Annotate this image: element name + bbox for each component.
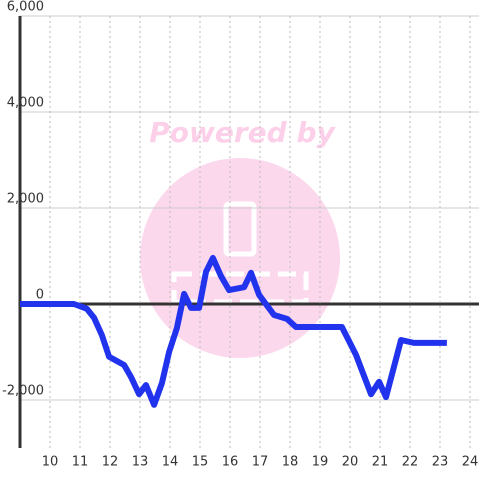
logo-word xyxy=(171,271,309,305)
x-tick-label: 19 xyxy=(312,455,329,470)
y-tick-label: 0 xyxy=(36,288,44,303)
x-tick-label: 11 xyxy=(72,455,89,470)
y-tick-label: 2,000 xyxy=(7,192,44,207)
x-tick-label: 15 xyxy=(192,455,209,470)
logo-icon xyxy=(223,201,257,257)
x-tick-label: 23 xyxy=(432,455,449,470)
x-tick-label: 22 xyxy=(402,455,419,470)
x-tick-label: 10 xyxy=(42,455,59,470)
x-tick-label: 17 xyxy=(252,455,269,470)
x-tick-label: 14 xyxy=(162,455,179,470)
x-tick-label: 16 xyxy=(222,455,239,470)
watermark-text: Powered by xyxy=(149,116,336,149)
x-tick-label: 24 xyxy=(462,455,479,470)
data-line xyxy=(20,254,447,408)
x-tick-label: 13 xyxy=(132,455,149,470)
x-tick-label: 21 xyxy=(372,455,389,470)
x-tick-label: 18 xyxy=(282,455,299,470)
x-tick-label: 12 xyxy=(102,455,119,470)
y-tick-label: -2,000 xyxy=(2,384,44,399)
y-tick-label: 4,000 xyxy=(7,96,44,111)
y-tick-label: 6,000 xyxy=(7,0,44,15)
x-tick-label: 20 xyxy=(342,455,359,470)
